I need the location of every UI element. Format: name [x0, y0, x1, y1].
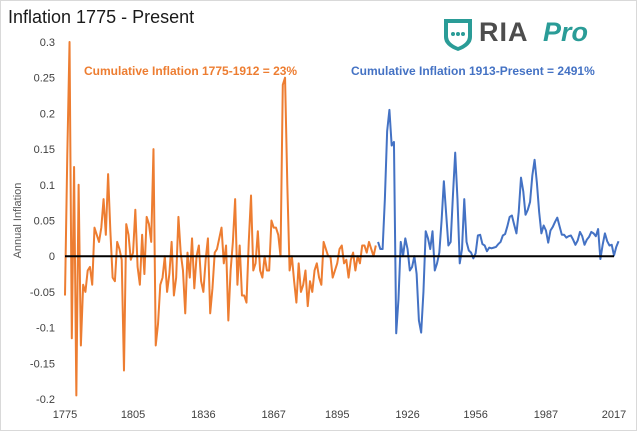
x-tick-label: 1805: [121, 409, 145, 421]
annotation-cumulative-1913-present: Cumulative Inflation 1913-Present = 2491…: [351, 64, 595, 78]
y-tick-label: 0.05: [34, 216, 55, 228]
ria-pro-logo: RIA Pro: [441, 15, 611, 53]
y-tick-label: 0.25: [34, 73, 55, 85]
x-tick-label: 1867: [261, 409, 285, 421]
x-tick-label: 1987: [534, 409, 558, 421]
y-tick-label: 0.2: [40, 108, 55, 120]
annotation-cumulative-1775-1912: Cumulative Inflation 1775-1912 = 23%: [84, 64, 297, 78]
y-tick-label: -0.05: [30, 287, 55, 299]
y-tick-label: 0.3: [40, 37, 55, 49]
y-tick-label: 0.15: [34, 144, 55, 156]
series-line-1913-present: [377, 108, 620, 335]
y-tick-label: 0.1: [40, 180, 55, 192]
y-tick-label: 0: [49, 251, 55, 263]
logo-wordmark-pro: Pro: [543, 17, 589, 47]
series-line-1775-1912: [64, 41, 377, 397]
y-tick-label: -0.2: [36, 394, 55, 406]
y-axis-label: Annual Inflation: [12, 183, 24, 259]
y-tick-label: -0.1: [36, 323, 55, 335]
x-tick-label: 1836: [191, 409, 215, 421]
shield-icon: [444, 19, 472, 51]
y-tick-label: -0.15: [30, 358, 55, 370]
x-tick-label: 2017: [602, 409, 626, 421]
logo-wordmark-ria: RIA: [479, 17, 529, 47]
x-tick-label: 1926: [395, 409, 419, 421]
x-tick-label: 1895: [325, 409, 349, 421]
chart-title: Inflation 1775 - Present: [8, 7, 195, 27]
x-tick-label: 1956: [463, 409, 487, 421]
x-tick-label: 1775: [53, 409, 77, 421]
